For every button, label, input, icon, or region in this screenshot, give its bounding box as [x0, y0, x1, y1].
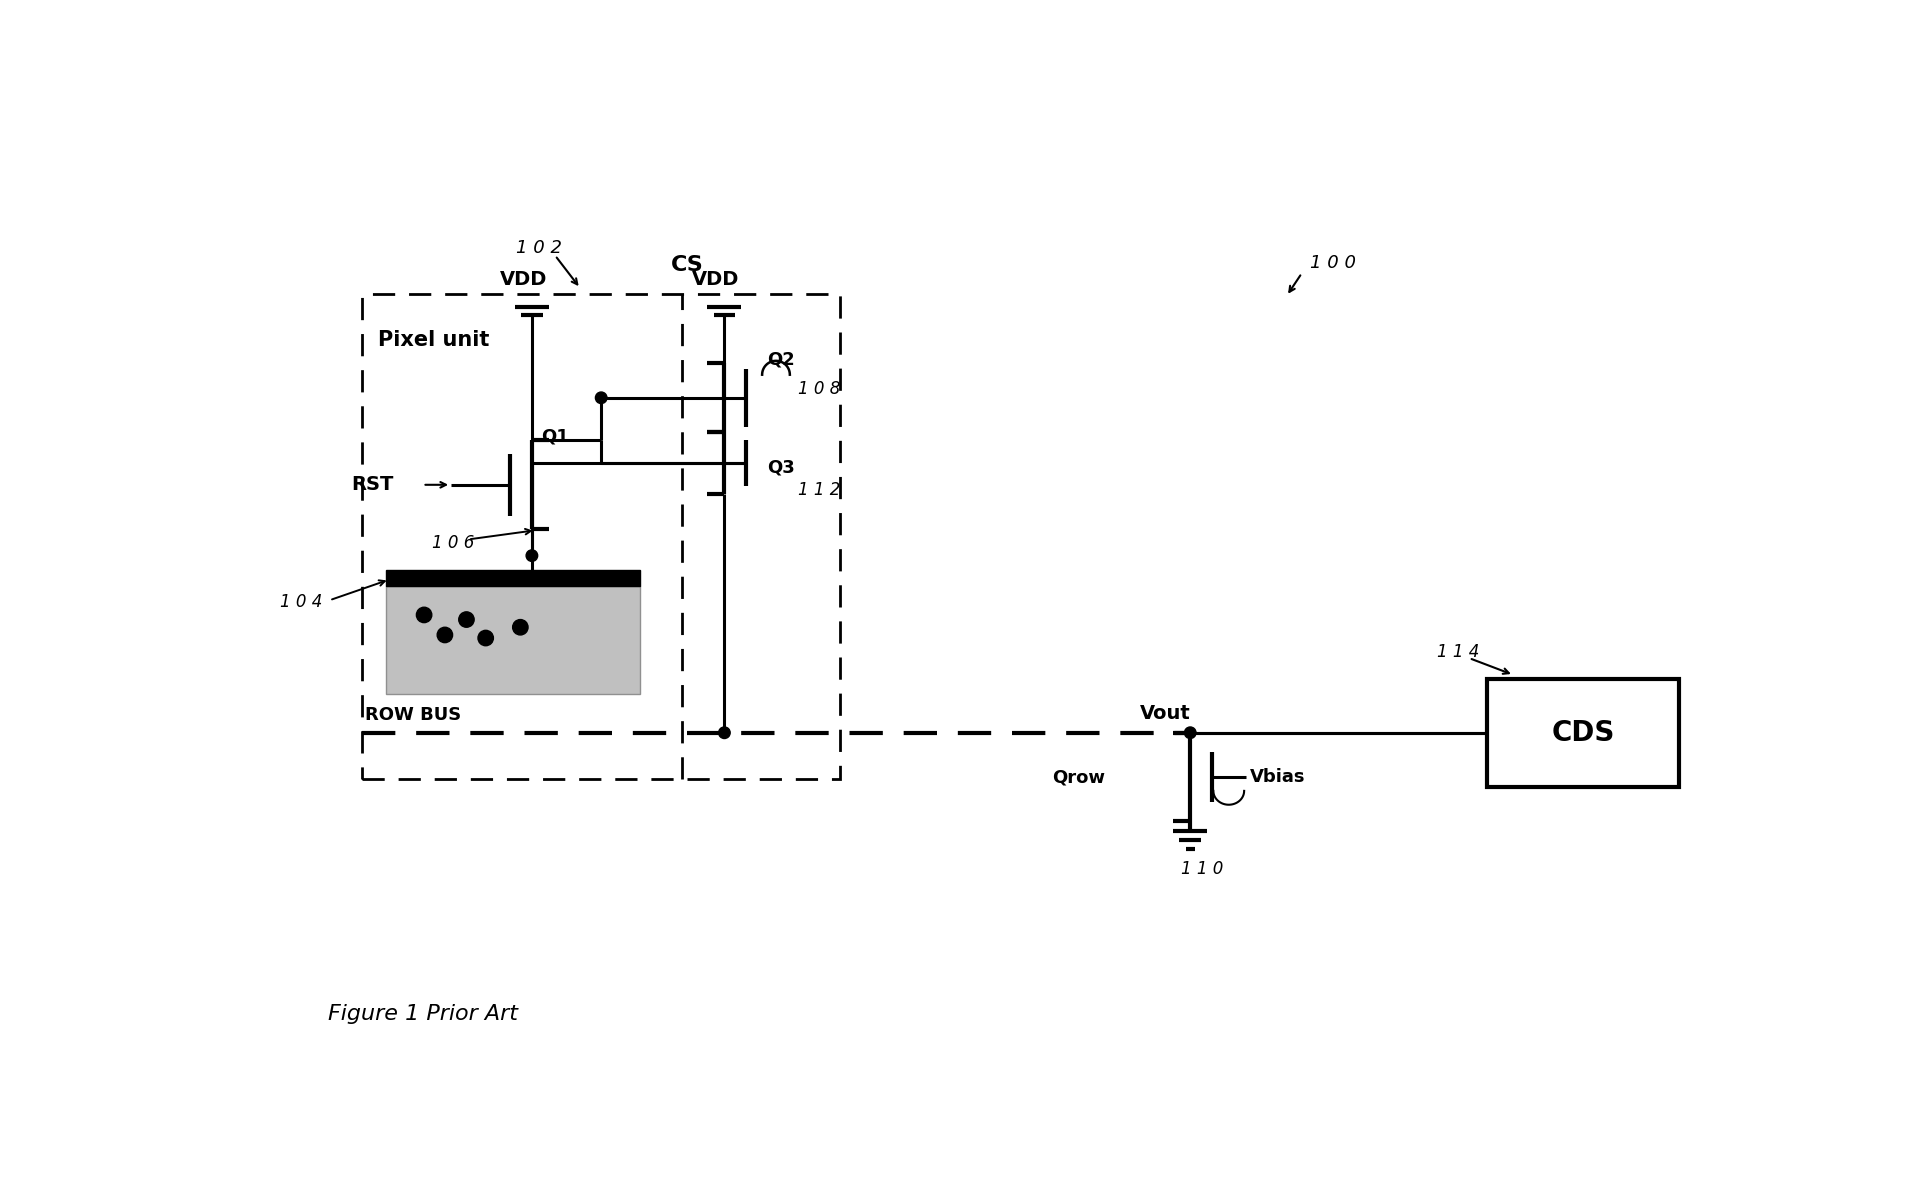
Bar — [385, 569, 639, 586]
Circle shape — [719, 727, 730, 738]
Circle shape — [437, 628, 452, 643]
Circle shape — [479, 630, 494, 646]
Circle shape — [460, 612, 475, 628]
Text: Vout: Vout — [1140, 704, 1192, 723]
Text: 1 1 4: 1 1 4 — [1436, 643, 1480, 661]
Text: Vbias: Vbias — [1251, 768, 1306, 786]
Text: Q3: Q3 — [767, 459, 795, 476]
Text: ROW BUS: ROW BUS — [364, 706, 461, 724]
Text: 1 1 0: 1 1 0 — [1180, 860, 1224, 878]
Circle shape — [513, 619, 528, 635]
Text: Q1: Q1 — [542, 428, 568, 445]
Text: VDD: VDD — [692, 270, 740, 289]
Text: Q2: Q2 — [767, 350, 795, 368]
Text: Qrow: Qrow — [1051, 768, 1104, 786]
Bar — [385, 586, 639, 694]
Circle shape — [416, 607, 431, 623]
Circle shape — [526, 550, 538, 561]
Text: 1 0 8: 1 0 8 — [797, 380, 839, 398]
Text: RST: RST — [351, 475, 393, 494]
Circle shape — [595, 392, 606, 404]
Text: 1 0 0: 1 0 0 — [1310, 254, 1356, 272]
Text: 1 0 2: 1 0 2 — [517, 238, 563, 256]
Text: 1 1 2: 1 1 2 — [797, 481, 839, 499]
Text: CDS: CDS — [1550, 718, 1615, 747]
Circle shape — [1184, 727, 1196, 738]
Bar — [362, 294, 839, 779]
Text: Figure 1 Prior Art: Figure 1 Prior Art — [328, 1004, 519, 1024]
Text: 1 0 6: 1 0 6 — [431, 534, 475, 551]
Text: 1 0 4: 1 0 4 — [280, 593, 322, 611]
Text: VDD: VDD — [500, 270, 547, 289]
Text: CS: CS — [671, 255, 704, 275]
Bar — [1487, 679, 1680, 786]
Text: Pixel unit: Pixel unit — [378, 330, 490, 350]
